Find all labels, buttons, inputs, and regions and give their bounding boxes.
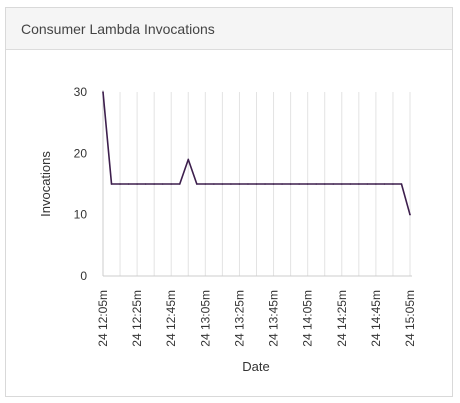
data-point — [230, 183, 232, 185]
data-point — [323, 183, 326, 185]
x-tick-label: 24 13:45m — [267, 290, 281, 347]
data-point — [409, 213, 411, 216]
data-point — [153, 183, 155, 185]
data-point — [264, 183, 266, 185]
data-point — [247, 183, 249, 185]
data-point — [315, 183, 317, 185]
data-point — [383, 183, 386, 185]
data-point — [127, 183, 130, 185]
y-tick-label: 20 — [74, 146, 88, 160]
data-point — [102, 91, 104, 93]
tick-labels: 0 10 20 30 24 12:05m 24 12:25m 24 12:45m 24 13:… — [74, 85, 417, 347]
axes — [102, 90, 412, 277]
x-tick-label: 24 12:05m — [96, 290, 110, 347]
data-point — [178, 183, 181, 185]
data-point — [358, 183, 360, 185]
x-tick-label: 24 13:25m — [232, 290, 246, 347]
data-point — [349, 183, 352, 185]
x-tick-label: 24 14:25m — [335, 290, 349, 347]
data-point — [306, 183, 309, 185]
data-point — [289, 183, 292, 185]
data-point — [392, 183, 394, 185]
x-tick-label: 24 14:45m — [369, 290, 383, 347]
data-point — [187, 158, 190, 161]
chart-panel: Consumer Lambda Invocations — [5, 7, 453, 397]
x-axis-title: Date — [242, 359, 269, 374]
panel-header: Consumer Lambda Invocations — [6, 8, 452, 50]
data-point — [238, 183, 241, 185]
data-point — [340, 183, 343, 185]
data-point — [255, 183, 258, 185]
panel-title: Consumer Lambda Invocations — [21, 20, 215, 37]
y-axis-title: Invocations — [38, 151, 53, 217]
data-point — [332, 183, 335, 185]
data-point — [144, 183, 147, 185]
data-point — [136, 183, 138, 185]
data-point — [170, 183, 173, 185]
series-layer — [102, 91, 411, 216]
data-point — [221, 183, 224, 185]
x-tick-label: 24 13:05m — [198, 290, 212, 347]
y-tick-label: 30 — [74, 85, 88, 99]
x-tick-label: 24 12:25m — [130, 290, 144, 347]
data-point — [298, 183, 300, 185]
data-point — [281, 183, 283, 185]
y-tick-label: 0 — [80, 269, 87, 283]
data-point — [204, 183, 207, 185]
y-tick-label: 10 — [74, 208, 88, 222]
x-tick-label: 24 14:05m — [301, 290, 315, 347]
data-point — [272, 183, 275, 185]
data-point — [375, 183, 377, 185]
data-point — [400, 183, 403, 185]
data-point — [110, 183, 113, 185]
x-tick-label: 24 12:45m — [164, 290, 178, 347]
data-point — [366, 183, 369, 185]
data-point — [119, 183, 121, 185]
data-point — [213, 183, 215, 185]
data-point — [161, 183, 164, 185]
data-point — [196, 183, 198, 185]
x-tick-label: 24 15:05m — [403, 290, 417, 347]
